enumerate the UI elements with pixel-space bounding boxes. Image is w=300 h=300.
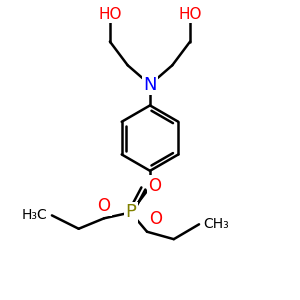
Text: CH₃: CH₃	[203, 217, 229, 231]
Text: HO: HO	[98, 7, 122, 22]
Text: O: O	[148, 177, 161, 195]
Text: H₃C: H₃C	[22, 208, 47, 222]
Text: O: O	[149, 210, 162, 228]
Text: N: N	[143, 76, 157, 94]
Text: O: O	[98, 197, 110, 215]
Text: P: P	[125, 203, 136, 221]
Text: HO: HO	[178, 7, 202, 22]
